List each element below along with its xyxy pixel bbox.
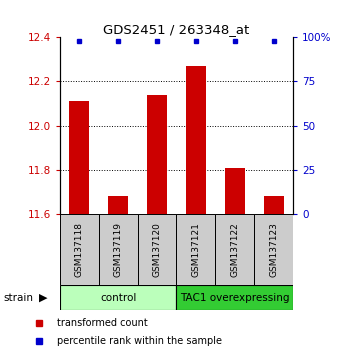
Bar <box>225 168 244 214</box>
Bar <box>216 214 254 285</box>
Text: GSM137120: GSM137120 <box>152 222 162 277</box>
Bar <box>176 214 216 285</box>
Text: GSM137119: GSM137119 <box>114 222 122 277</box>
Text: GSM137118: GSM137118 <box>75 222 84 277</box>
Bar <box>254 214 293 285</box>
Text: TAC1 overexpressing: TAC1 overexpressing <box>180 293 290 303</box>
Bar <box>60 285 177 310</box>
Bar <box>108 196 128 214</box>
Bar <box>137 214 176 285</box>
Text: transformed count: transformed count <box>57 318 148 328</box>
Text: percentile rank within the sample: percentile rank within the sample <box>57 336 222 347</box>
Title: GDS2451 / 263348_at: GDS2451 / 263348_at <box>103 23 250 36</box>
Bar <box>186 66 206 214</box>
Text: control: control <box>100 293 136 303</box>
Text: GSM137121: GSM137121 <box>191 222 201 277</box>
Bar <box>176 285 293 310</box>
Bar <box>60 214 99 285</box>
Bar <box>99 214 137 285</box>
Bar <box>147 95 167 214</box>
Bar <box>264 196 283 214</box>
Text: GSM137122: GSM137122 <box>231 222 239 277</box>
Text: ▶: ▶ <box>39 293 48 303</box>
Text: strain: strain <box>3 293 33 303</box>
Bar <box>70 101 89 214</box>
Text: GSM137123: GSM137123 <box>269 222 278 277</box>
